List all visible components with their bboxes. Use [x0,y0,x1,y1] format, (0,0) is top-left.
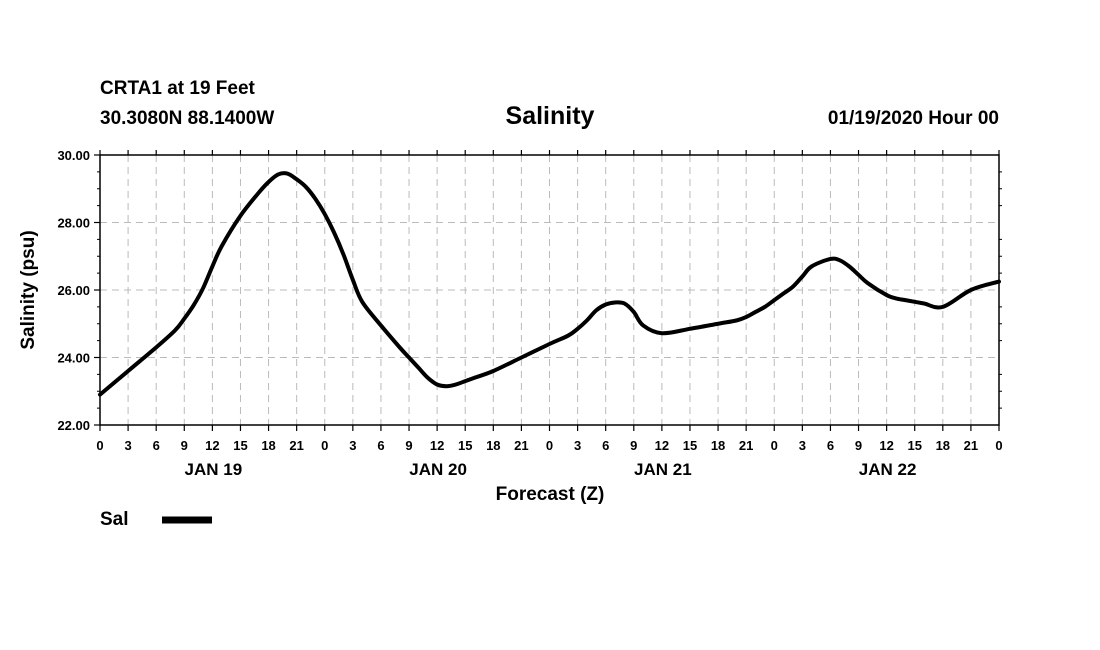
x-tick-label: 0 [995,438,1002,453]
x-tick-label: 6 [377,438,384,453]
x-axis-title: Forecast (Z) [496,484,605,505]
x-tick-label: 21 [289,438,303,453]
plot-frame [99,154,1000,426]
grid-lines [100,155,999,425]
x-tick-label: 0 [546,438,553,453]
x-tick-label: 18 [486,438,500,453]
day-label: JAN 21 [634,460,692,479]
x-tick-label: 0 [96,438,103,453]
x-tick-label: 15 [683,438,697,453]
chart-title: Salinity [506,102,595,130]
x-tick-label: 6 [602,438,609,453]
y-tick-label: 22.00 [57,418,90,433]
x-axis-ticks: 0 3 6 9 12 15 18 21 0 3 6 9 12 15 18 21 0 3 6 9 12 15 18 21 0 3 6 9… [96,150,1003,453]
x-tick-label: 21 [514,438,528,453]
y-tick-label: 30.00 [57,148,90,163]
x-tick-label: 9 [405,438,412,453]
x-tick-label: 15 [233,438,247,453]
x-tick-label: 12 [430,438,444,453]
coordinates-label: 30.3080N 88.1400W [100,108,274,129]
x-tick-label: 18 [711,438,725,453]
y-axis-ticks: 22.00 24.00 26.00 28.00 30.00 [57,148,1002,433]
x-tick-label: 12 [879,438,893,453]
x-tick-label: 3 [124,438,131,453]
x-tick-label: 21 [739,438,753,453]
y-tick-label: 28.00 [57,216,90,231]
series-line-sal [98,171,1001,397]
y-tick-label: 24.00 [57,351,90,366]
day-labels: JAN 19 JAN 20 JAN 21 JAN 22 [185,460,917,479]
x-tick-label: 0 [771,438,778,453]
day-label: JAN 22 [859,460,917,479]
y-tick-label: 26.00 [57,283,90,298]
x-tick-label: 0 [321,438,328,453]
x-tick-label: 15 [458,438,472,453]
x-tick-label: 6 [153,438,160,453]
legend-label: Sal [100,509,129,530]
x-tick-label: 12 [655,438,669,453]
x-tick-label: 18 [261,438,275,453]
x-tick-label: 9 [630,438,637,453]
day-label: JAN 19 [185,460,243,479]
x-tick-label: 15 [907,438,921,453]
x-tick-label: 3 [574,438,581,453]
datetime-label: 01/19/2020 Hour 00 [828,108,999,129]
x-tick-label: 3 [799,438,806,453]
x-tick-label: 18 [936,438,950,453]
series-group [98,171,1001,397]
x-tick-label: 9 [181,438,188,453]
x-tick-label: 21 [964,438,978,453]
x-tick-label: 12 [205,438,219,453]
station-label: CRTA1 at 19 Feet [100,78,256,99]
x-tick-label: 3 [349,438,356,453]
day-label: JAN 20 [409,460,467,479]
x-tick-label: 9 [855,438,862,453]
x-tick-label: 6 [827,438,834,453]
y-axis-title: Salinity (psu) [18,230,39,349]
